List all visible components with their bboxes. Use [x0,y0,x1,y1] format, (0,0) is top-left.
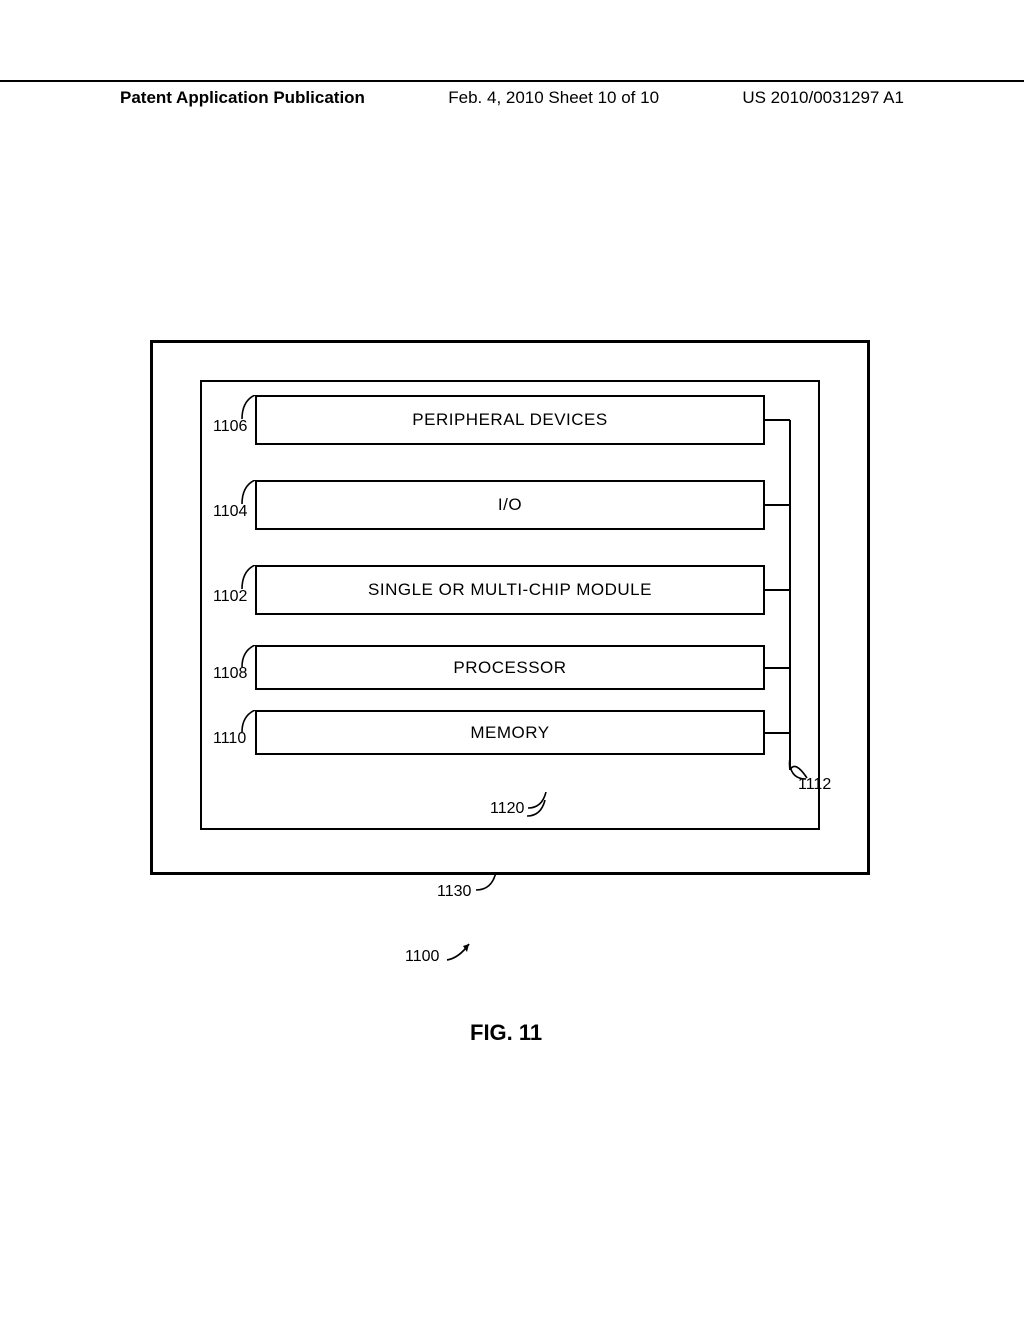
header-mid: Feb. 4, 2010 Sheet 10 of 10 [448,88,659,108]
block-label: PERIPHERAL DEVICES [412,410,607,430]
block-peripheral-devices: PERIPHERAL DEVICES [255,395,765,445]
block-label: SINGLE OR MULTI-CHIP MODULE [368,580,652,600]
ref-1100: 1100 [405,948,439,966]
page-header: Patent Application Publication Feb. 4, 2… [0,80,1024,108]
block-processor: PROCESSOR [255,645,765,690]
ref-1130: 1130 [437,883,471,901]
header-row: Patent Application Publication Feb. 4, 2… [0,88,1024,108]
block-memory: MEMORY [255,710,765,755]
leader-1120-draw [528,792,558,832]
figure-caption: FIG. 11 [470,1020,542,1046]
leader-1102 [240,565,260,593]
header-left: Patent Application Publication [120,88,365,108]
block-label: I/O [498,495,522,515]
leader-1110 [240,710,260,736]
block-label: PROCESSOR [453,658,566,678]
leader-1104 [240,480,260,508]
leader-1106 [240,395,260,423]
block-io: I/O [255,480,765,530]
block-single-or-multi-chip-module: SINGLE OR MULTI-CHIP MODULE [255,565,765,615]
ref-1120: 1120 [490,800,524,818]
leader-1112-hook [786,765,808,785]
header-right: US 2010/0031297 A1 [742,88,904,108]
diagram: PERIPHERAL DEVICES I/O SINGLE OR MULTI-C… [150,340,870,900]
leader-1100-arrow [445,940,479,964]
block-label: MEMORY [470,723,549,743]
leader-1108 [240,645,260,671]
leader-1130 [476,872,506,896]
